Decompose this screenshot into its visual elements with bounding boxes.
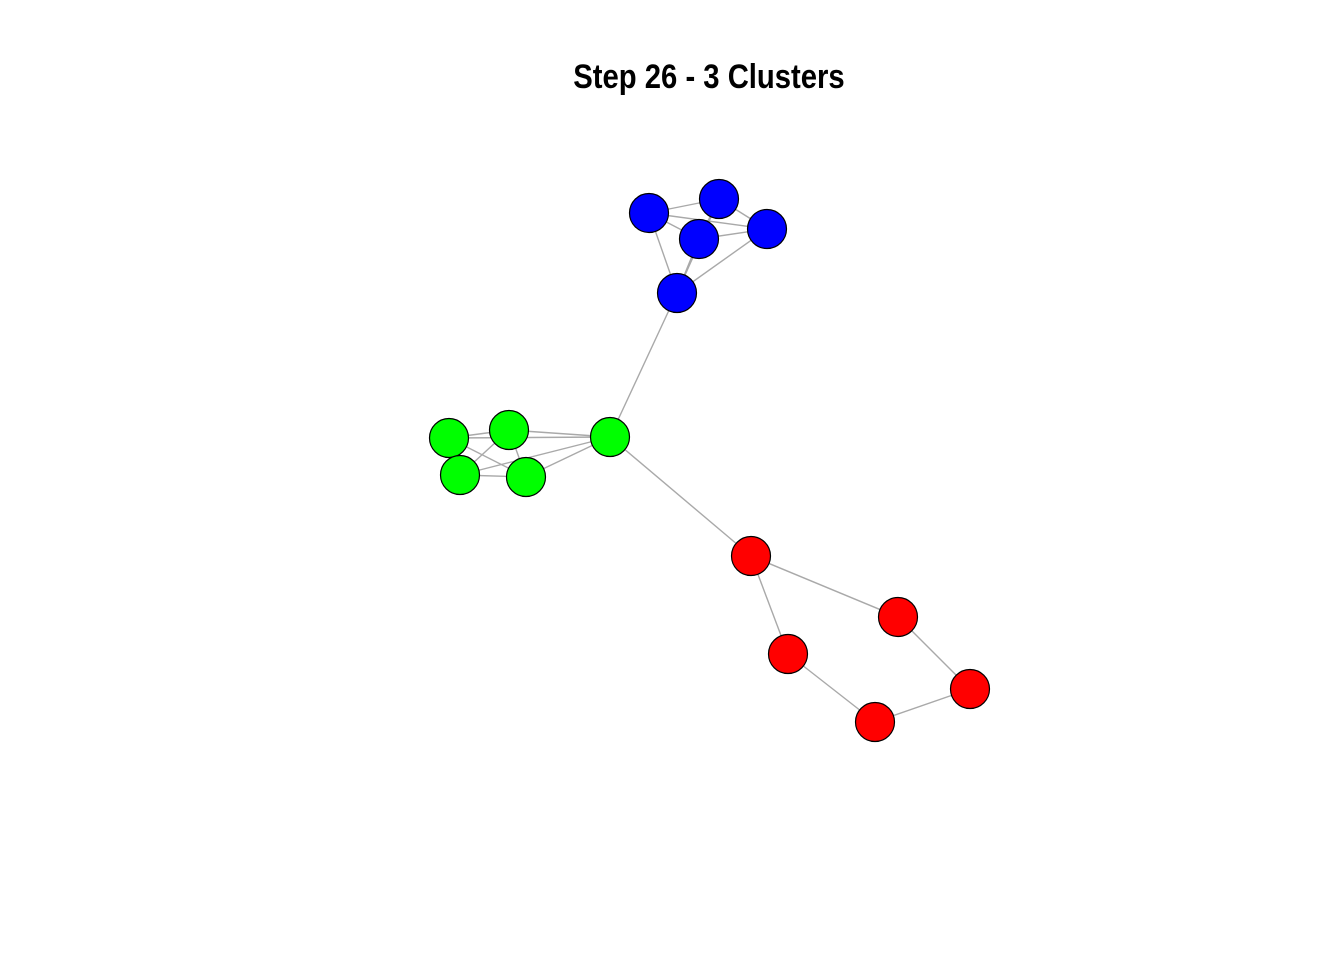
node-green-g2 bbox=[488, 409, 530, 451]
edge-g3-g5 bbox=[459, 436, 611, 476]
node-red-r3 bbox=[767, 633, 809, 675]
node-blue-b4 bbox=[678, 218, 720, 260]
edge-g5-r1 bbox=[609, 436, 752, 557]
edge-g1-g5 bbox=[448, 436, 611, 439]
edge-r1-r2 bbox=[750, 555, 899, 618]
node-red-r2 bbox=[877, 596, 919, 638]
node-red-r1 bbox=[730, 535, 772, 577]
node-green-g4 bbox=[505, 456, 547, 498]
nodes-layer bbox=[428, 178, 991, 743]
node-red-r5 bbox=[949, 668, 991, 710]
node-blue-b3 bbox=[746, 208, 788, 250]
node-blue-b1 bbox=[628, 192, 670, 234]
plot-title: Step 26 - 3 Clusters bbox=[573, 58, 845, 96]
node-blue-b2 bbox=[698, 178, 740, 220]
node-red-r4 bbox=[854, 701, 896, 743]
node-green-g1 bbox=[428, 417, 470, 459]
node-green-g5 bbox=[589, 416, 631, 458]
node-green-g3 bbox=[439, 454, 481, 496]
node-blue-b5 bbox=[656, 272, 698, 314]
edge-b5-g5 bbox=[609, 292, 678, 438]
